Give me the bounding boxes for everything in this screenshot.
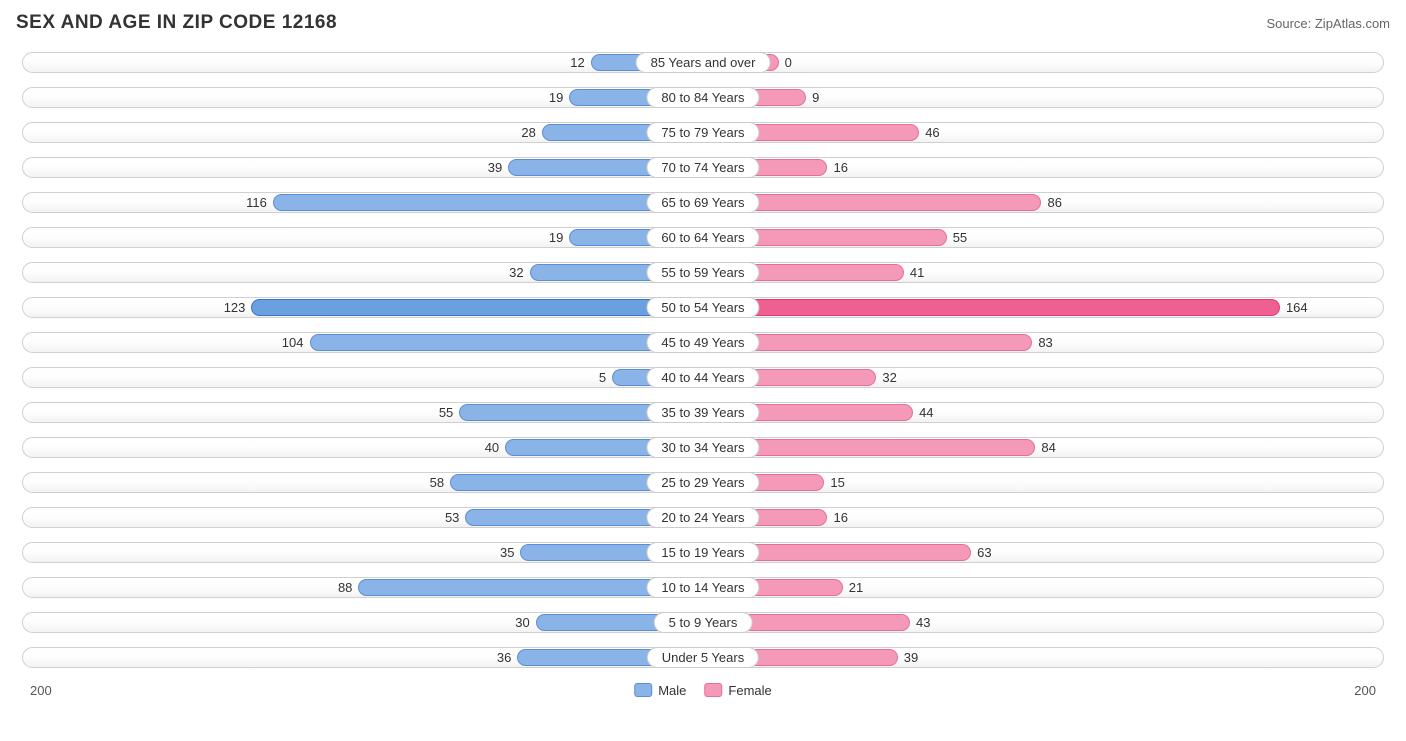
chart-row: 12 0 85 Years and over [16,48,1390,77]
category-pill: 35 to 39 Years [646,402,759,423]
value-label-male: 40 [485,439,499,456]
category-pill: 45 to 49 Years [646,332,759,353]
value-label-female: 21 [849,579,863,596]
legend-swatch-male [634,683,652,697]
category-pill: 65 to 69 Years [646,192,759,213]
value-label-male: 30 [515,614,529,631]
chart-row: 19 9 80 to 84 Years [16,83,1390,112]
chart-footer: 200 Male Female 200 [16,678,1390,702]
legend-label-male: Male [658,683,686,698]
value-label-female: 84 [1041,439,1055,456]
category-pill: 70 to 74 Years [646,157,759,178]
bar-male [310,334,704,351]
category-pill: 85 Years and over [636,52,771,73]
category-pill: 55 to 59 Years [646,262,759,283]
chart-row: 58 15 25 to 29 Years [16,468,1390,497]
chart-row: 40 84 30 to 34 Years [16,433,1390,462]
value-label-female: 44 [919,404,933,421]
category-pill: 20 to 24 Years [646,507,759,528]
value-label-male: 53 [445,509,459,526]
axis-max-left: 200 [30,683,52,698]
category-pill: 50 to 54 Years [646,297,759,318]
value-label-male: 58 [430,474,444,491]
value-label-male: 104 [282,334,304,351]
chart-row: 39 16 70 to 74 Years [16,153,1390,182]
chart-row: 116 86 65 to 69 Years [16,188,1390,217]
category-pill: 75 to 79 Years [646,122,759,143]
legend-item-female: Female [704,683,771,698]
value-label-male: 5 [599,369,606,386]
value-label-male: 32 [509,264,523,281]
value-label-male: 36 [497,649,511,666]
value-label-female: 9 [812,89,819,106]
value-label-male: 88 [338,579,352,596]
value-label-male: 39 [488,159,502,176]
bar-male [251,299,703,316]
chart-row: 30 43 5 to 9 Years [16,608,1390,637]
category-pill: 15 to 19 Years [646,542,759,563]
bar-male [273,194,703,211]
value-label-female: 83 [1038,334,1052,351]
chart-source: Source: ZipAtlas.com [1266,16,1390,31]
value-label-male: 28 [521,124,535,141]
value-label-female: 16 [833,509,847,526]
chart-row: 36 39 Under 5 Years [16,643,1390,672]
value-label-female: 55 [953,229,967,246]
chart-row: 104 83 45 to 49 Years [16,328,1390,357]
category-pill: 30 to 34 Years [646,437,759,458]
chart-row: 53 16 20 to 24 Years [16,503,1390,532]
value-label-male: 19 [549,229,563,246]
legend-item-male: Male [634,683,686,698]
value-label-female: 32 [882,369,896,386]
value-label-female: 43 [916,614,930,631]
chart-row: 28 46 75 to 79 Years [16,118,1390,147]
chart-row: 19 55 60 to 64 Years [16,223,1390,252]
legend-swatch-female [704,683,722,697]
chart-row: 88 21 10 to 14 Years [16,573,1390,602]
category-pill: 40 to 44 Years [646,367,759,388]
value-label-female: 0 [785,54,792,71]
category-pill: Under 5 Years [647,647,759,668]
value-label-male: 12 [570,54,584,71]
value-label-female: 41 [910,264,924,281]
value-label-female: 164 [1286,299,1308,316]
chart-row: 5 32 40 to 44 Years [16,363,1390,392]
value-label-male: 35 [500,544,514,561]
value-label-male: 19 [549,89,563,106]
value-label-female: 39 [904,649,918,666]
value-label-female: 63 [977,544,991,561]
category-pill: 5 to 9 Years [654,612,753,633]
chart-title: SEX AND AGE IN ZIP CODE 12168 [16,12,337,34]
category-pill: 25 to 29 Years [646,472,759,493]
chart-row: 55 44 35 to 39 Years [16,398,1390,427]
value-label-male: 55 [439,404,453,421]
legend: Male Female [634,683,772,698]
category-pill: 60 to 64 Years [646,227,759,248]
value-label-female: 86 [1047,194,1061,211]
bar-female [703,299,1280,316]
category-pill: 80 to 84 Years [646,87,759,108]
chart-row: 32 41 55 to 59 Years [16,258,1390,287]
value-label-male: 123 [224,299,246,316]
value-label-male: 116 [246,194,267,211]
chart-header: SEX AND AGE IN ZIP CODE 12168 Source: Zi… [16,12,1390,34]
chart-row: 123 164 50 to 54 Years [16,293,1390,322]
value-label-female: 16 [833,159,847,176]
population-pyramid-chart: 12 0 85 Years and over 19 9 80 to 84 Years 28 4… [16,48,1390,672]
legend-label-female: Female [728,683,771,698]
category-pill: 10 to 14 Years [646,577,759,598]
axis-max-right: 200 [1354,683,1376,698]
value-label-female: 46 [925,124,939,141]
value-label-female: 15 [830,474,844,491]
chart-row: 35 63 15 to 19 Years [16,538,1390,567]
